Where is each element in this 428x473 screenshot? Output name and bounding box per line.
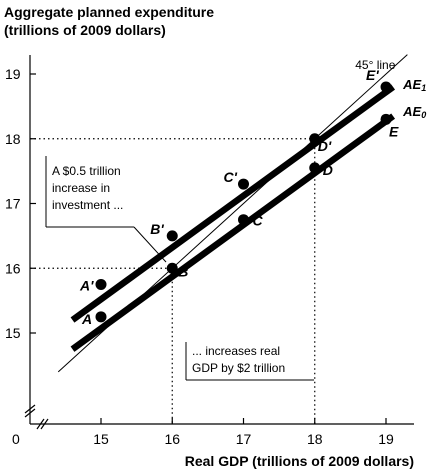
y-axis-break-mark <box>24 408 36 418</box>
data-point-label: C <box>253 213 264 229</box>
data-point-label: D <box>323 162 333 178</box>
data-point-label: D' <box>318 138 332 154</box>
series-label-AE1: AE1 <box>402 77 426 93</box>
x-axis-label: Real GDP (trillions of 2009 dollars) <box>185 453 414 469</box>
y-tick-label: 15 <box>5 325 21 341</box>
y-tick-label: 19 <box>5 66 21 82</box>
x-axis-break-mark <box>40 418 49 430</box>
y-tick-label: 16 <box>5 260 21 276</box>
series-label-subscript: 0 <box>421 110 426 120</box>
x-tick-label: 18 <box>307 431 323 447</box>
x-tick-label: 16 <box>164 431 180 447</box>
data-point-label: A <box>81 311 92 327</box>
y-tick-label: 17 <box>5 196 21 212</box>
annotation-text: ... increases real <box>192 344 280 358</box>
y-tick-label: 18 <box>5 131 21 147</box>
data-point-label: B' <box>150 221 164 237</box>
data-point-E <box>380 113 392 125</box>
origin-label: 0 <box>12 431 20 447</box>
annotations: A $0.5 trillion increase in investment ...… <box>45 156 314 381</box>
data-point-E' <box>380 81 392 93</box>
series-line-AE1 <box>70 84 396 323</box>
data-point-label: E' <box>366 67 379 83</box>
data-point-B' <box>166 230 178 242</box>
data-point-label: B <box>178 263 188 279</box>
x-axis-break-mark <box>36 418 45 430</box>
chart-title: Aggregate planned expenditure <box>4 4 214 20</box>
series-line-AE0 <box>70 113 396 352</box>
x-tick-label: 17 <box>236 431 252 447</box>
data-point-D <box>309 162 321 174</box>
data-point-D' <box>309 133 321 145</box>
series-label-AE0: AE0 <box>402 104 426 120</box>
data-point-A <box>95 311 107 323</box>
dotted-guides <box>30 138 316 424</box>
data-point-label: E <box>389 123 399 139</box>
annotation-text: A $0.5 trillion <box>52 164 121 178</box>
annotation-text: GDP by $2 trillion <box>192 361 285 375</box>
x-tick-label: 19 <box>378 431 394 447</box>
reference-line-label: 45° line <box>355 58 395 72</box>
annotation-leader <box>133 226 167 263</box>
y-axis-break-mark <box>24 404 36 414</box>
data-point-C' <box>238 178 249 190</box>
data-point-label: A' <box>79 277 94 293</box>
data-point-label: C' <box>224 169 238 185</box>
data-point-C <box>238 214 249 226</box>
data-points: A' B' C' D' E' A B C D E <box>79 67 399 327</box>
series-label-subscript: 1 <box>421 83 426 93</box>
chart-title-line2: (trillions of 2009 dollars) <box>4 22 166 38</box>
data-point-A' <box>95 278 107 290</box>
data-point-B <box>166 262 178 274</box>
annotation-text: investment ... <box>52 198 123 212</box>
x-tick-label: 15 <box>93 431 109 447</box>
annotation-text: increase in <box>52 181 110 195</box>
